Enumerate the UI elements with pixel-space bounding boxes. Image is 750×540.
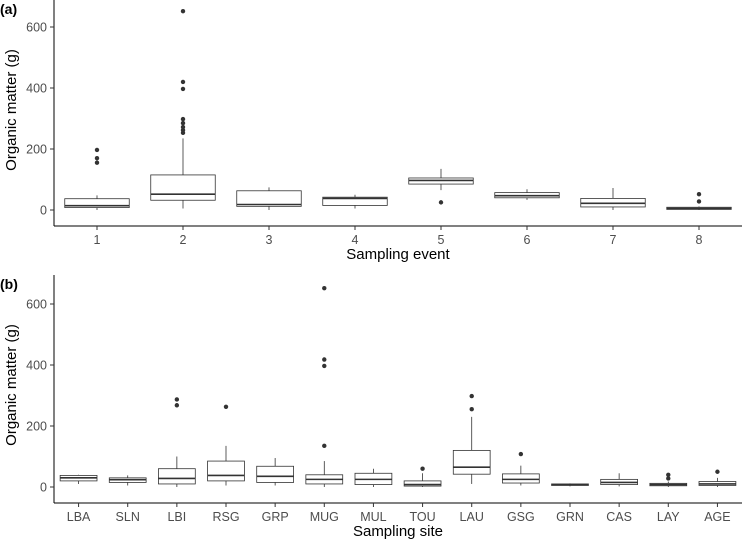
- panel-b-x-tick-label: CAS: [606, 510, 632, 524]
- panel-b-y-tick-label: 400: [26, 359, 47, 373]
- panel-b-x-tick-label: MUL: [360, 510, 386, 524]
- panel-a-box-3: [236, 190, 302, 207]
- panel-a-outlier-point: [180, 116, 186, 122]
- panel-a-outlier-point: [94, 155, 100, 161]
- panel-b-x-tick-label: RSG: [212, 510, 239, 524]
- panel-b-outlier-point: [322, 285, 327, 291]
- panel-b-x-tick-label: AGE: [704, 510, 730, 524]
- panel-a-x-tick-label: 6: [524, 233, 531, 247]
- panel-a-y-axis-title: Organic matter (g): [3, 49, 20, 171]
- panel-a-x-tick-label: 5: [438, 233, 445, 247]
- panel-b-y-tick-label: 0: [40, 481, 47, 495]
- panel-b-x-tick-label: TOU: [409, 510, 435, 524]
- panel-a-x-tick-label: 4: [352, 233, 359, 247]
- panel-a-outlier-point: [180, 86, 186, 92]
- panel-a-x-tick-label: 7: [610, 233, 617, 247]
- panel-b-outlier-point: [420, 466, 425, 471]
- panel-a-box-2: [150, 174, 216, 201]
- panel-b-box-TOU: [403, 480, 442, 487]
- panel-b-outlier-point: [174, 397, 180, 402]
- panel-b: (b) Organic matter (g) Sampling site 0 20…: [0, 275, 742, 540]
- panel-b-x-tick-label: SLN: [116, 510, 140, 524]
- panel-b-x-axis-title: Sampling site: [353, 523, 443, 540]
- panel-b-outlier-point: [715, 469, 720, 474]
- panel-b-box-LBI: [158, 468, 196, 485]
- panel-b-x-tick-label: LBI: [167, 510, 186, 524]
- panel-b-box-GRP: [256, 465, 294, 483]
- panel-b-y-axis-title: Organic matter (g): [3, 324, 20, 446]
- panel-a-plot-area: 0 200 400 600 1 2 3 4 5 6 7 8: [26, 0, 742, 247]
- panel-a-label: (a): [0, 1, 17, 17]
- panel-b-y-tick-label: 600: [26, 298, 47, 312]
- panel-b-y-tick-label: 200: [26, 420, 47, 434]
- panel-a-outlier-point: [180, 127, 186, 133]
- panel-a-outlier-point: [696, 191, 702, 197]
- panel-a-box-4: [322, 196, 388, 206]
- panel-a-x-tick-label: 8: [696, 233, 703, 247]
- panel-b-outlier-point: [518, 451, 524, 457]
- panel-a-y-tick-label: 400: [26, 82, 47, 96]
- panel-a: (a) Organic matter (g) Sampling event 0 2…: [0, 0, 742, 263]
- panel-b-box-RSG: [207, 460, 245, 482]
- panel-b-outlier-point: [322, 443, 327, 449]
- panel-a-box-1: [64, 198, 130, 208]
- panel-b-x-tick-label: GRN: [556, 510, 584, 524]
- panel-b-x-tick-label: LBA: [67, 510, 91, 524]
- panel-b-outlier-point: [322, 357, 327, 362]
- panel-a-y-tick-label: 600: [26, 21, 47, 35]
- panel-b-outlier-point: [174, 403, 180, 408]
- panel-a-outlier-point: [180, 124, 186, 130]
- panel-a-outlier-point: [438, 200, 444, 205]
- panel-a-x-tick-label: 1: [94, 233, 101, 247]
- panel-a-outlier-point: [696, 199, 702, 204]
- panel-b-outlier-point: [469, 393, 474, 399]
- panel-b-label: (b): [0, 276, 18, 292]
- panel-b-x-tick-label: LAU: [460, 510, 484, 524]
- panel-a-x-tick-label: 2: [180, 233, 187, 247]
- panel-b-outlier-point: [322, 363, 327, 369]
- panel-a-outlier-point: [180, 120, 186, 126]
- panel-b-outlier-point: [666, 476, 671, 481]
- panel-b-box-LAU: [452, 449, 491, 475]
- panel-b-x-tick-label: GRP: [262, 510, 289, 524]
- panel-a-x-axis-title: Sampling event: [346, 246, 450, 263]
- panel-b-x-tick-label: LAY: [657, 510, 680, 524]
- panel-b-outlier-point: [469, 407, 474, 412]
- panel-a-outlier-point: [180, 8, 186, 14]
- panel-a-outlier-point: [94, 147, 100, 153]
- panel-a-outlier-point: [180, 79, 186, 85]
- panel-b-x-tick-label: MUG: [310, 510, 339, 524]
- panel-a-x-tick-label: 3: [266, 233, 273, 247]
- panel-a-y-tick-label: 200: [26, 143, 47, 157]
- panel-a-y-tick-label: 0: [40, 204, 47, 218]
- panel-b-x-tick-label: GSG: [507, 510, 535, 524]
- panel-b-outlier-point: [223, 404, 229, 409]
- panel-b-outlier-point: [666, 472, 671, 477]
- panel-b-plot-area: 0 200 400 600 LBA SLN LBI RSG GRP MUG MUL TOU LAU GSG…: [26, 275, 742, 524]
- panel-a-outlier-point: [94, 160, 100, 165]
- panel-b-box-GSG: [502, 473, 540, 484]
